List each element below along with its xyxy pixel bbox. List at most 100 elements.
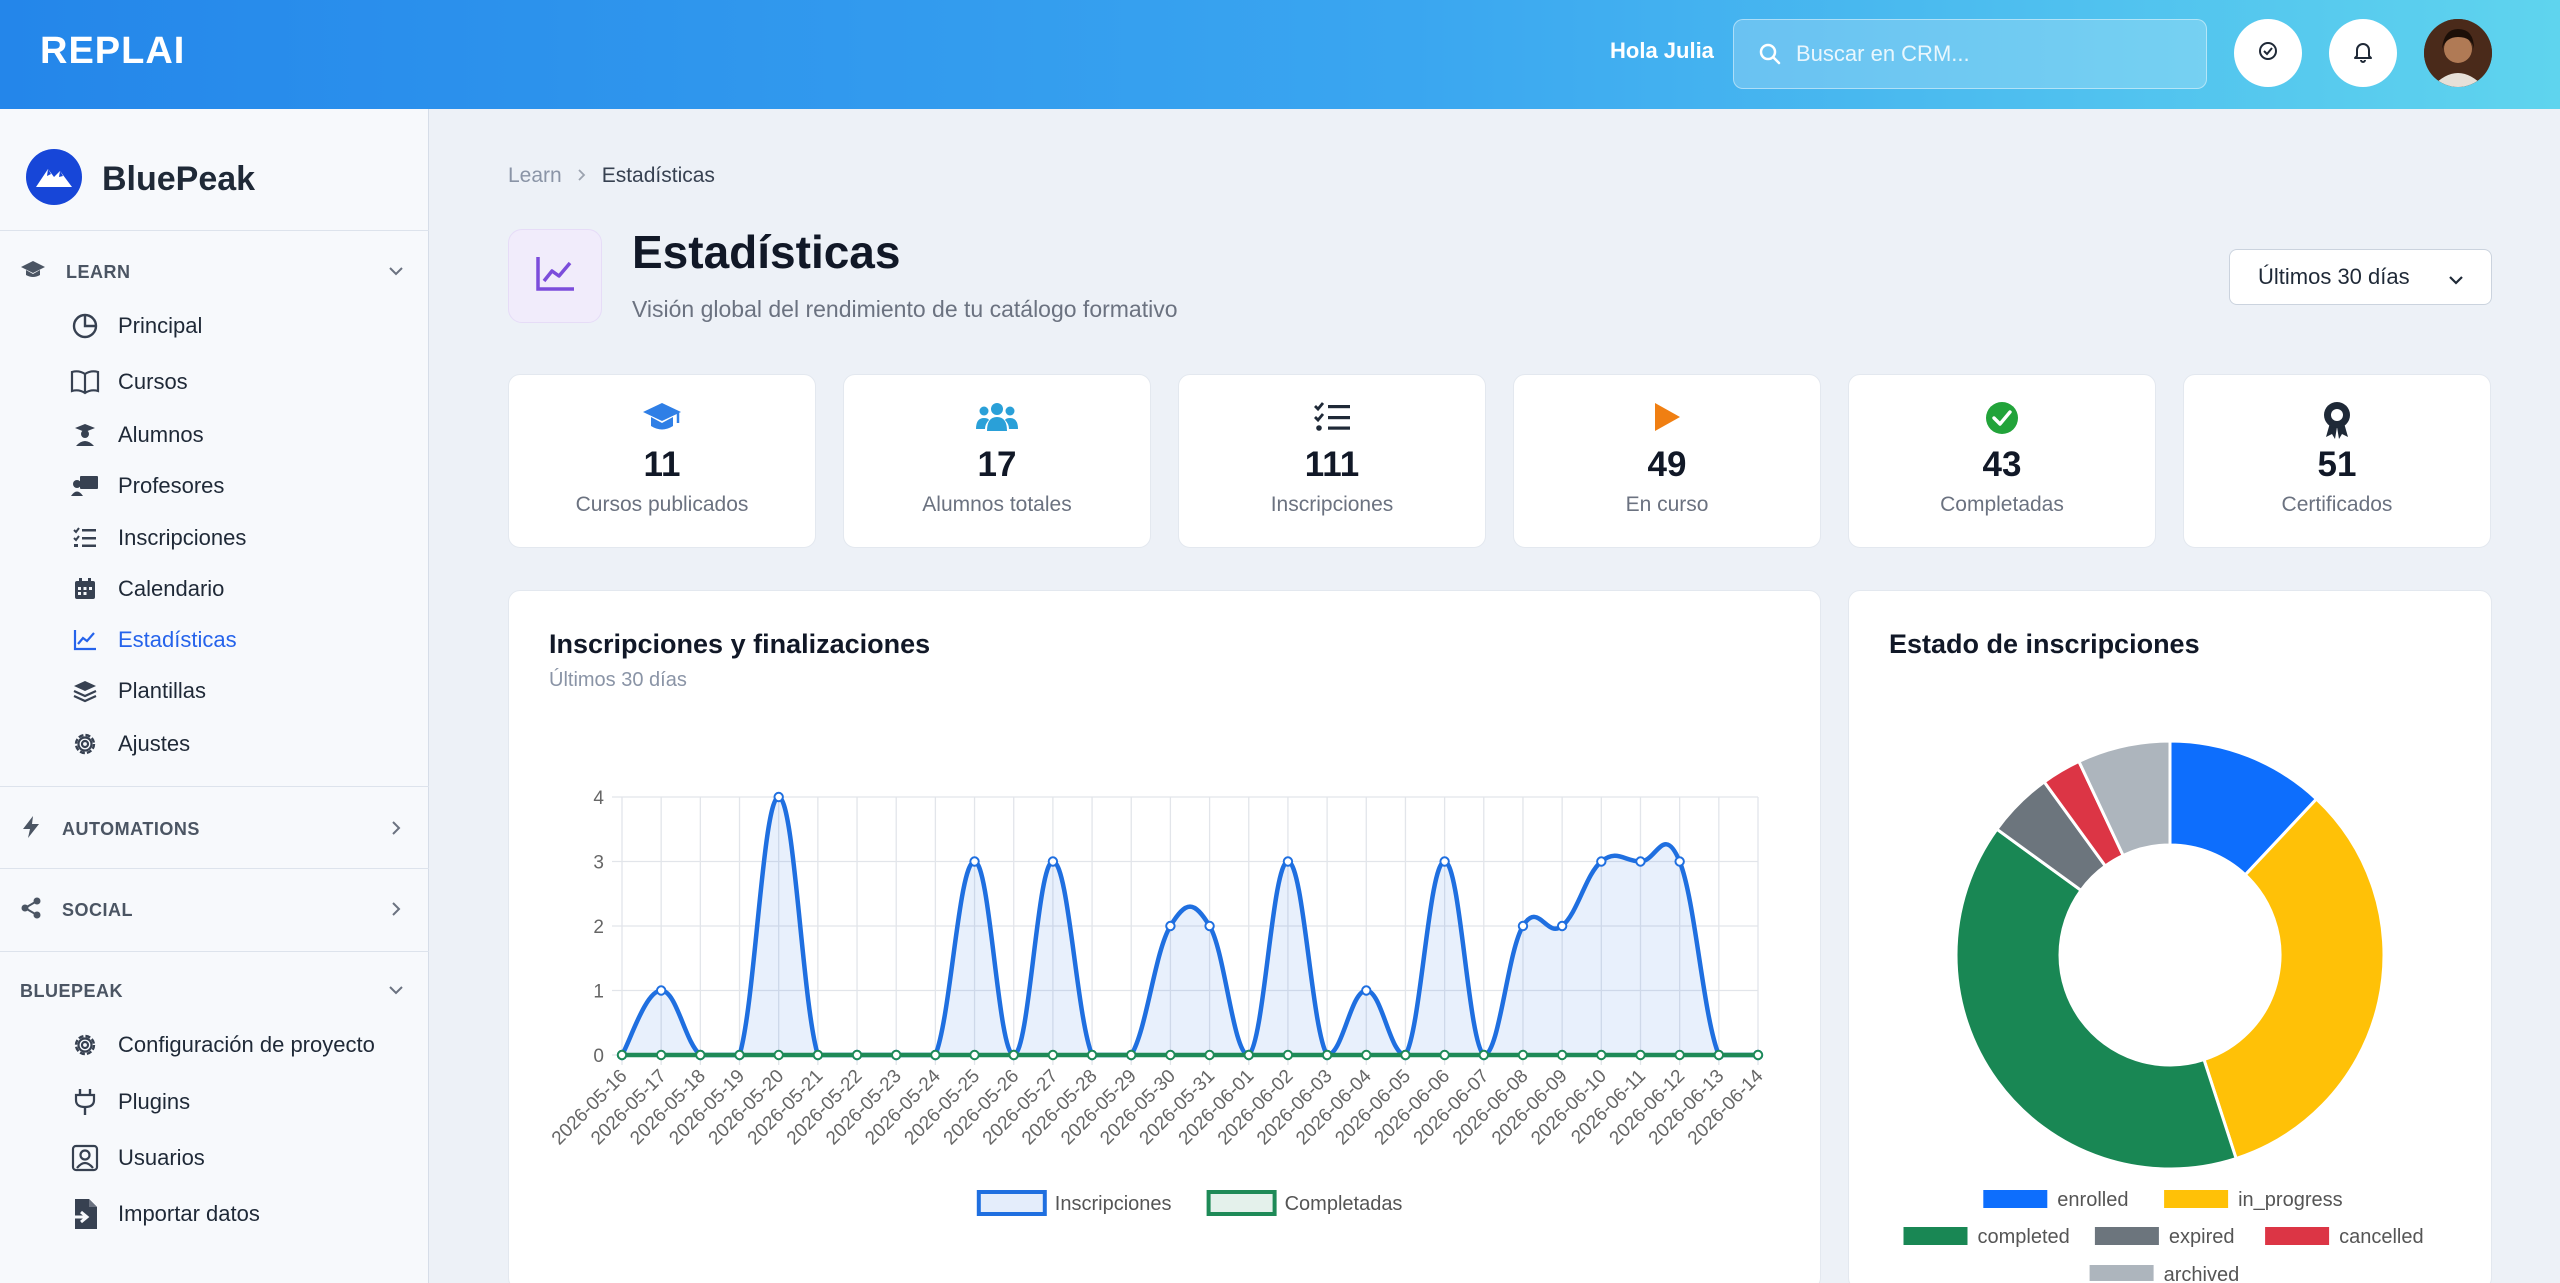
breadcrumb-root[interactable]: Learn [508,164,562,187]
legend-item[interactable]: completed [1903,1226,2070,1248]
data-point[interactable] [1126,1049,1137,1061]
notifications-button[interactable] [2329,19,2397,87]
stat-card-certificados: 51 Certificados [2183,374,2491,548]
data-point[interactable] [1439,856,1450,867]
sidebar-item-label: Ajustes [118,731,191,756]
data-point[interactable] [1713,1049,1725,1061]
data-point[interactable] [695,1049,706,1061]
sidebar-item-ajustes[interactable]: Ajustes [68,724,190,764]
sidebar-item-label: Plantillas [118,678,207,703]
sidebar-item-usuarios[interactable]: Usuarios [68,1138,205,1178]
pie-slice-in_progress[interactable] [2202,796,2386,1161]
sidebar-item-plugins[interactable]: Plugins [68,1082,190,1122]
data-point[interactable] [1556,920,1568,932]
data-point[interactable] [734,1049,745,1061]
data-point[interactable] [773,1049,784,1061]
data-point[interactable] [1635,1049,1646,1061]
data-point[interactable] [1165,920,1176,932]
legend-swatch [1983,1190,2048,1208]
pie-slice-archived[interactable] [2076,739,2172,858]
data-point[interactable] [1517,920,1529,932]
data-point[interactable] [1243,1049,1254,1061]
data-point[interactable] [1674,1049,1685,1061]
data-point[interactable] [1282,856,1294,867]
legend-item[interactable]: cancelled [2265,1226,2424,1248]
section-automations[interactable]: AUTOMATIONS [20,809,405,849]
user-avatar[interactable] [2424,19,2492,87]
data-point[interactable] [1321,1049,1333,1061]
data-point[interactable] [1282,1049,1294,1061]
legend-swatch [976,1190,1047,1216]
data-point[interactable] [1596,1049,1607,1061]
data-point[interactable] [655,1049,667,1061]
users-icon [844,401,1150,433]
data-point[interactable] [1047,1049,1059,1061]
data-point[interactable] [930,1049,941,1061]
data-point[interactable] [1400,1049,1411,1061]
sidebar-item-label: Importar datos [118,1201,260,1226]
legend-label: enrolled [2057,1189,2128,1211]
data-point[interactable] [1635,856,1646,867]
sidebar-item-principal[interactable]: Principal [68,306,202,346]
section-label: SOCIAL [62,899,134,920]
sidebar-item-importar[interactable]: Importar datos [68,1194,260,1234]
award-icon [2184,401,2490,439]
legend-item[interactable]: in_progress [2164,1189,2343,1211]
sidebar-item-cursos[interactable]: Cursos [68,362,188,402]
stat-label: En curso [1625,493,1709,516]
data-point[interactable] [1361,1049,1372,1061]
sidebar-item-calendario[interactable]: Calendario [68,569,224,609]
search-input[interactable] [1796,20,2186,88]
data-point[interactable] [1596,856,1607,867]
data-point[interactable] [1361,985,1372,996]
data-point[interactable] [655,985,667,996]
org-switcher[interactable]: BluePeak [26,149,255,210]
data-point[interactable] [773,791,784,803]
app-logo[interactable]: REPLAI [40,30,186,72]
stat-value: 111 [1304,445,1360,484]
section-social[interactable]: SOCIAL [20,890,405,930]
tasks-button[interactable] [2234,19,2302,87]
period-select[interactable]: Últimos 30 días [2229,249,2492,305]
legend-item[interactable]: enrolled [1983,1189,2128,1211]
page-title: Estadísticas [632,226,901,278]
legend-item[interactable]: archived [2089,1264,2240,1281]
sidebar-item-profesores[interactable]: Profesores [68,466,224,506]
data-point[interactable] [891,1049,902,1061]
pie-slice-completed[interactable] [1954,827,2239,1171]
search-box[interactable] [1733,19,2207,89]
legend-item[interactable]: Inscripciones [976,1190,1172,1216]
data-point[interactable] [1204,920,1215,932]
sidebar-item-alumnos[interactable]: Alumnos [68,415,204,455]
legend-item[interactable]: Completadas [1206,1190,1403,1216]
section-bluepeak[interactable]: BLUEPEAK [20,971,405,1011]
data-point[interactable] [812,1049,824,1061]
data-point[interactable] [851,1049,863,1061]
data-point[interactable] [1674,856,1685,867]
data-point[interactable] [1556,1049,1568,1061]
stat-value: 43 [1982,445,2022,484]
teacher-icon [68,469,102,503]
data-point[interactable] [1086,1049,1098,1061]
stat-card-en-curso: 49 En curso [1513,374,1821,548]
data-point[interactable] [969,856,980,867]
sidebar-item-plantillas[interactable]: Plantillas [68,671,206,711]
sidebar-item-configuracion[interactable]: Configuración de proyecto [68,1025,375,1065]
data-point[interactable] [616,1049,628,1061]
data-point[interactable] [1008,1049,1019,1061]
legend-item[interactable]: expired [2094,1226,2235,1248]
calendar-icon [68,572,102,606]
data-point[interactable] [1047,856,1059,867]
data-point[interactable] [1204,1049,1215,1061]
top-bar: REPLAI Hola Julia [0,0,2560,109]
divider [0,786,429,787]
data-point[interactable] [1165,1049,1176,1061]
sidebar-item-estadisticas[interactable]: Estadísticas [68,620,237,660]
section-learn[interactable]: LEARN [20,252,405,292]
data-point[interactable] [1439,1049,1450,1061]
data-point[interactable] [1478,1049,1489,1061]
data-point[interactable] [969,1049,980,1061]
sidebar-item-inscripciones[interactable]: Inscripciones [68,518,246,558]
data-point[interactable] [1752,1049,1764,1061]
data-point[interactable] [1517,1049,1529,1061]
